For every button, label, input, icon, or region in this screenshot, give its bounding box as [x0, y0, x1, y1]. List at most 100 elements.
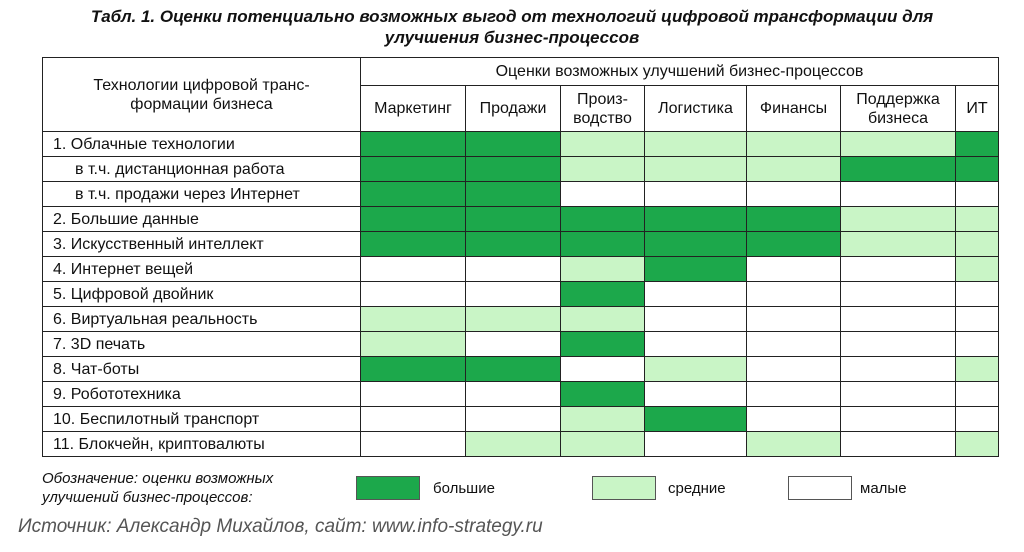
table-row: 6. Виртуальная реальность [42, 306, 999, 332]
rating-cell [560, 231, 645, 257]
rating-cell [644, 281, 747, 307]
legend-title: Обозначение: оценки возможных улучшений … [42, 470, 274, 506]
rating-cell [560, 131, 645, 157]
legend-label: средние [668, 480, 726, 497]
table-row: 10. Беспилотный транспорт [42, 406, 999, 432]
rating-cell [465, 131, 561, 157]
rating-cell [560, 206, 645, 232]
source: Источник: Александр Михайлов, сайт: www.… [18, 516, 543, 537]
table-row: 1. Облачные технологии [42, 131, 999, 157]
rating-cell [955, 231, 999, 257]
rating-cell [465, 381, 561, 407]
rating-cell [746, 156, 841, 182]
row-label: 8. Чат-боты [42, 356, 361, 382]
rating-cell [360, 281, 466, 307]
rating-cell [560, 281, 645, 307]
rating-cell [360, 306, 466, 332]
rating-cell [465, 306, 561, 332]
legend-label: большие [433, 480, 495, 497]
header-row: Маркетинг Продажи Произ- водство Логистика Ф… [43, 85, 999, 132]
rating-cell [746, 306, 841, 332]
rating-cell [465, 206, 561, 232]
rating-cell [360, 381, 466, 407]
row-label: 5. Цифровой двойник [42, 281, 361, 307]
rating-cell [644, 231, 747, 257]
rating-cell [465, 231, 561, 257]
rating-cell [644, 306, 747, 332]
row-label: 4. Интернет вещей [42, 256, 361, 282]
rating-cell [360, 431, 466, 457]
rating-cell [465, 431, 561, 457]
rating-cell [360, 356, 466, 382]
rating-cell [955, 156, 999, 182]
table-row: 11. Блокчейн, криптовалюты [42, 431, 999, 457]
rating-cell [644, 256, 747, 282]
rating-cell [644, 406, 747, 432]
table-row: 3. Искусственный интеллект [42, 231, 999, 257]
rating-cell [955, 381, 999, 407]
rating-cell [955, 181, 999, 207]
row-label: в т.ч. продажи через Интернет [42, 181, 361, 207]
header-row: Технологии цифровой транс- формации бизн… [42, 57, 999, 132]
row-label: в т.ч. дистанционная работа [42, 156, 361, 182]
rating-cell [840, 206, 956, 232]
column-header: ИТ [955, 85, 999, 132]
rating-cell [955, 206, 999, 232]
rating-cell [360, 331, 466, 357]
row-label: 3. Искусственный интеллект [42, 231, 361, 257]
rating-cell [840, 306, 956, 332]
rating-cell [840, 406, 956, 432]
legend-label: малые [860, 480, 907, 497]
rating-cell [746, 256, 841, 282]
row-label: 10. Беспилотный транспорт [42, 406, 361, 432]
rating-cell [955, 406, 999, 432]
rating-cell [644, 156, 747, 182]
rating-cell [644, 181, 747, 207]
rating-cell [840, 356, 956, 382]
rating-cell [360, 406, 466, 432]
rating-cell [955, 331, 999, 357]
rating-cell [360, 181, 466, 207]
rating-cell [360, 256, 466, 282]
row-label: 6. Виртуальная реальность [42, 306, 361, 332]
column-header: Финансы [746, 85, 841, 132]
rating-cell [746, 381, 841, 407]
rating-cell [560, 306, 645, 332]
rating-cell [644, 331, 747, 357]
rating-cell [560, 181, 645, 207]
table-row: 2. Большие данные [42, 206, 999, 232]
rating-cell [465, 331, 561, 357]
rating-cell [955, 431, 999, 457]
rating-cell [560, 356, 645, 382]
column-header: Произ- водство [560, 85, 645, 132]
rating-cell [840, 131, 956, 157]
table-title: Табл. 1. Оценки потенциально возможных в… [90, 7, 934, 47]
rating-cell [746, 431, 841, 457]
rating-cell [840, 256, 956, 282]
table-row: 8. Чат-боты [42, 356, 999, 382]
row-label: 1. Облачные технологии [42, 131, 361, 157]
rating-cell [465, 256, 561, 282]
table-row: 4. Интернет вещей [42, 256, 999, 282]
rating-cell [465, 156, 561, 182]
rating-cell [840, 231, 956, 257]
rating-cell [746, 331, 841, 357]
rating-cell [560, 381, 645, 407]
rating-cell [840, 381, 956, 407]
rating-cell [560, 156, 645, 182]
row-label: 2. Большие данные [42, 206, 361, 232]
rating-cell [746, 231, 841, 257]
rating-cell [840, 181, 956, 207]
rating-cell [465, 281, 561, 307]
table-row: 9. Робототехника [42, 381, 999, 407]
legend-swatch [356, 476, 420, 500]
rating-cell [465, 181, 561, 207]
rating-cell [644, 131, 747, 157]
rating-cell [840, 331, 956, 357]
column-header: Поддержка бизнеса [840, 85, 956, 132]
rating-cell [746, 206, 841, 232]
rating-cell [465, 406, 561, 432]
table-row: в т.ч. дистанционная работа [42, 156, 999, 182]
rating-cell [746, 356, 841, 382]
